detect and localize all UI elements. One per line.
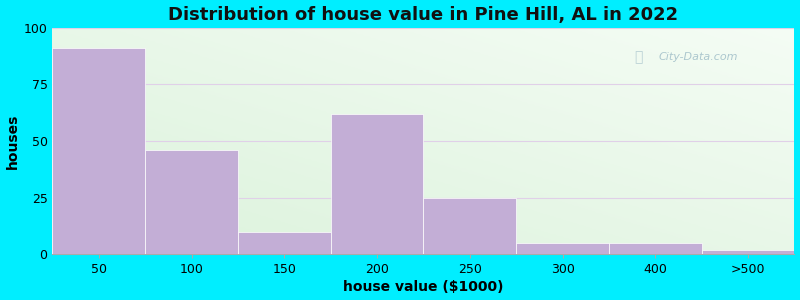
Bar [702, 250, 794, 254]
Bar [330, 114, 423, 254]
Y-axis label: houses: houses [6, 113, 19, 169]
Bar [516, 243, 609, 254]
Title: Distribution of house value in Pine Hill, AL in 2022: Distribution of house value in Pine Hill… [168, 6, 678, 24]
Text: Ⓠ: Ⓠ [634, 50, 643, 64]
Bar [146, 150, 238, 254]
Bar [53, 48, 146, 254]
Bar [238, 232, 330, 254]
X-axis label: house value ($1000): house value ($1000) [343, 280, 504, 294]
Bar [609, 243, 702, 254]
Text: City-Data.com: City-Data.com [658, 52, 738, 62]
Bar [423, 198, 516, 254]
